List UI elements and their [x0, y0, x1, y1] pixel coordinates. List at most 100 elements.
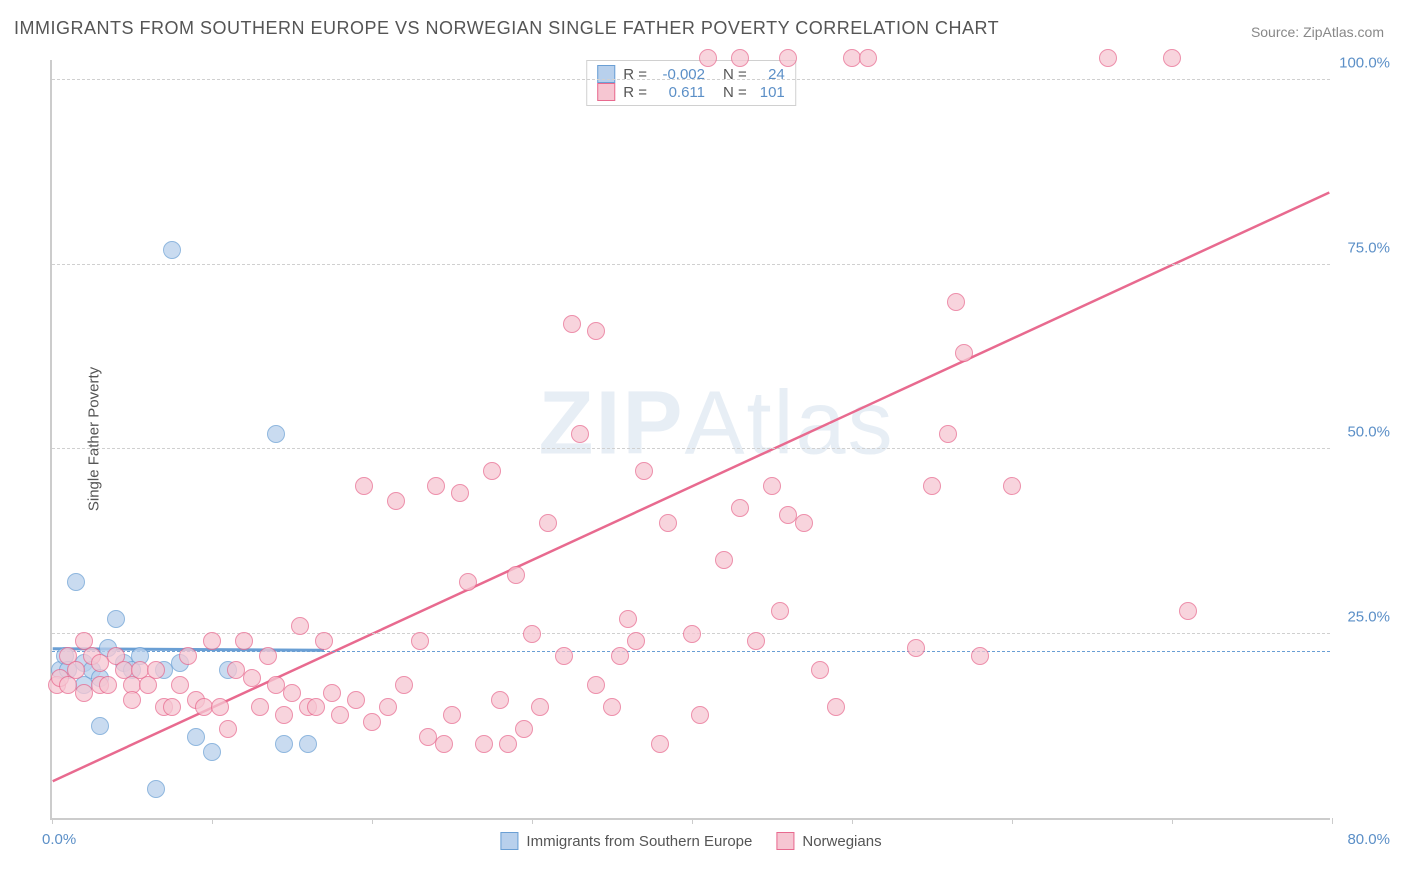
legend-swatch: [776, 832, 794, 850]
x-tick: [852, 818, 853, 824]
legend-series-label: Norwegians: [802, 833, 881, 850]
point-series-b: [955, 344, 973, 362]
point-series-a: [187, 728, 205, 746]
gridline: [52, 448, 1330, 449]
point-series-b: [691, 706, 709, 724]
chart-title: IMMIGRANTS FROM SOUTHERN EUROPE VS NORWE…: [14, 18, 999, 39]
point-series-b: [251, 698, 269, 716]
point-series-b: [99, 676, 117, 694]
point-series-b: [179, 647, 197, 665]
x-tick: [1172, 818, 1173, 824]
point-series-b: [123, 691, 141, 709]
point-series-b: [507, 566, 525, 584]
y-tick-label: 75.0%: [1347, 239, 1390, 256]
point-series-b: [483, 462, 501, 480]
x-axis-max-label: 80.0%: [1347, 831, 1390, 848]
point-series-b: [587, 676, 605, 694]
point-series-b: [355, 477, 373, 495]
point-series-b: [827, 698, 845, 716]
legend-swatch: [597, 83, 615, 101]
point-series-b: [307, 698, 325, 716]
legend-stats-row: R = 0.611 N = 101: [597, 83, 785, 101]
point-series-b: [779, 49, 797, 67]
point-series-b: [811, 661, 829, 679]
point-series-a: [299, 735, 317, 753]
point-series-b: [1179, 602, 1197, 620]
point-series-b: [651, 735, 669, 753]
point-series-b: [491, 691, 509, 709]
x-tick: [1012, 818, 1013, 824]
point-series-b: [939, 425, 957, 443]
x-axis-min-label: 0.0%: [42, 831, 76, 848]
point-series-a: [67, 573, 85, 591]
point-series-b: [611, 647, 629, 665]
legend-series-item: Norwegians: [776, 832, 881, 850]
point-series-b: [235, 632, 253, 650]
r-value: 0.611: [655, 84, 705, 101]
point-series-b: [427, 477, 445, 495]
point-series-b: [1099, 49, 1117, 67]
point-series-b: [315, 632, 333, 650]
reference-line: [52, 651, 1330, 652]
point-series-b: [603, 698, 621, 716]
point-series-b: [659, 514, 677, 532]
point-series-b: [259, 647, 277, 665]
y-tick-label: 100.0%: [1339, 55, 1390, 72]
point-series-b: [771, 602, 789, 620]
n-label: N =: [723, 84, 747, 101]
legend-stats: R = -0.002N = 24R = 0.611N = 101: [586, 60, 796, 106]
point-series-b: [283, 684, 301, 702]
n-value: 101: [755, 84, 785, 101]
point-series-b: [947, 293, 965, 311]
point-series-b: [435, 735, 453, 753]
point-series-a: [267, 425, 285, 443]
point-series-b: [379, 698, 397, 716]
x-tick: [372, 818, 373, 824]
gridline: [52, 79, 1330, 80]
point-series-a: [275, 735, 293, 753]
point-series-b: [203, 632, 221, 650]
point-series-b: [347, 691, 365, 709]
point-series-b: [571, 425, 589, 443]
point-series-b: [211, 698, 229, 716]
point-series-b: [171, 676, 189, 694]
point-series-a: [163, 241, 181, 259]
point-series-b: [859, 49, 877, 67]
x-tick: [692, 818, 693, 824]
y-tick-label: 50.0%: [1347, 424, 1390, 441]
legend-series-item: Immigrants from Southern Europe: [500, 832, 752, 850]
point-series-b: [451, 484, 469, 502]
point-series-b: [971, 647, 989, 665]
point-series-b: [763, 477, 781, 495]
point-series-b: [219, 720, 237, 738]
point-series-a: [203, 743, 221, 761]
point-series-b: [363, 713, 381, 731]
point-series-a: [91, 717, 109, 735]
chart-container: IMMIGRANTS FROM SOUTHERN EUROPE VS NORWE…: [0, 0, 1406, 892]
plot-area: Single Father Poverty ZIPAtlas R = -0.00…: [50, 60, 1330, 820]
source-name: ZipAtlas.com: [1303, 24, 1384, 40]
point-series-b: [531, 698, 549, 716]
point-series-b: [555, 647, 573, 665]
point-series-b: [323, 684, 341, 702]
point-series-b: [291, 617, 309, 635]
point-series-b: [923, 477, 941, 495]
y-tick-label: 25.0%: [1347, 608, 1390, 625]
source-label: Source:: [1251, 24, 1303, 40]
gridline: [52, 264, 1330, 265]
point-series-b: [163, 698, 181, 716]
point-series-a: [107, 610, 125, 628]
point-series-b: [67, 661, 85, 679]
r-label: R =: [623, 84, 647, 101]
legend-swatch: [597, 65, 615, 83]
point-series-b: [907, 639, 925, 657]
point-series-b: [475, 735, 493, 753]
point-series-b: [587, 322, 605, 340]
point-series-b: [395, 676, 413, 694]
point-series-b: [275, 706, 293, 724]
x-tick: [212, 818, 213, 824]
point-series-b: [563, 315, 581, 333]
point-series-b: [515, 720, 533, 738]
point-series-b: [1003, 477, 1021, 495]
point-series-b: [635, 462, 653, 480]
